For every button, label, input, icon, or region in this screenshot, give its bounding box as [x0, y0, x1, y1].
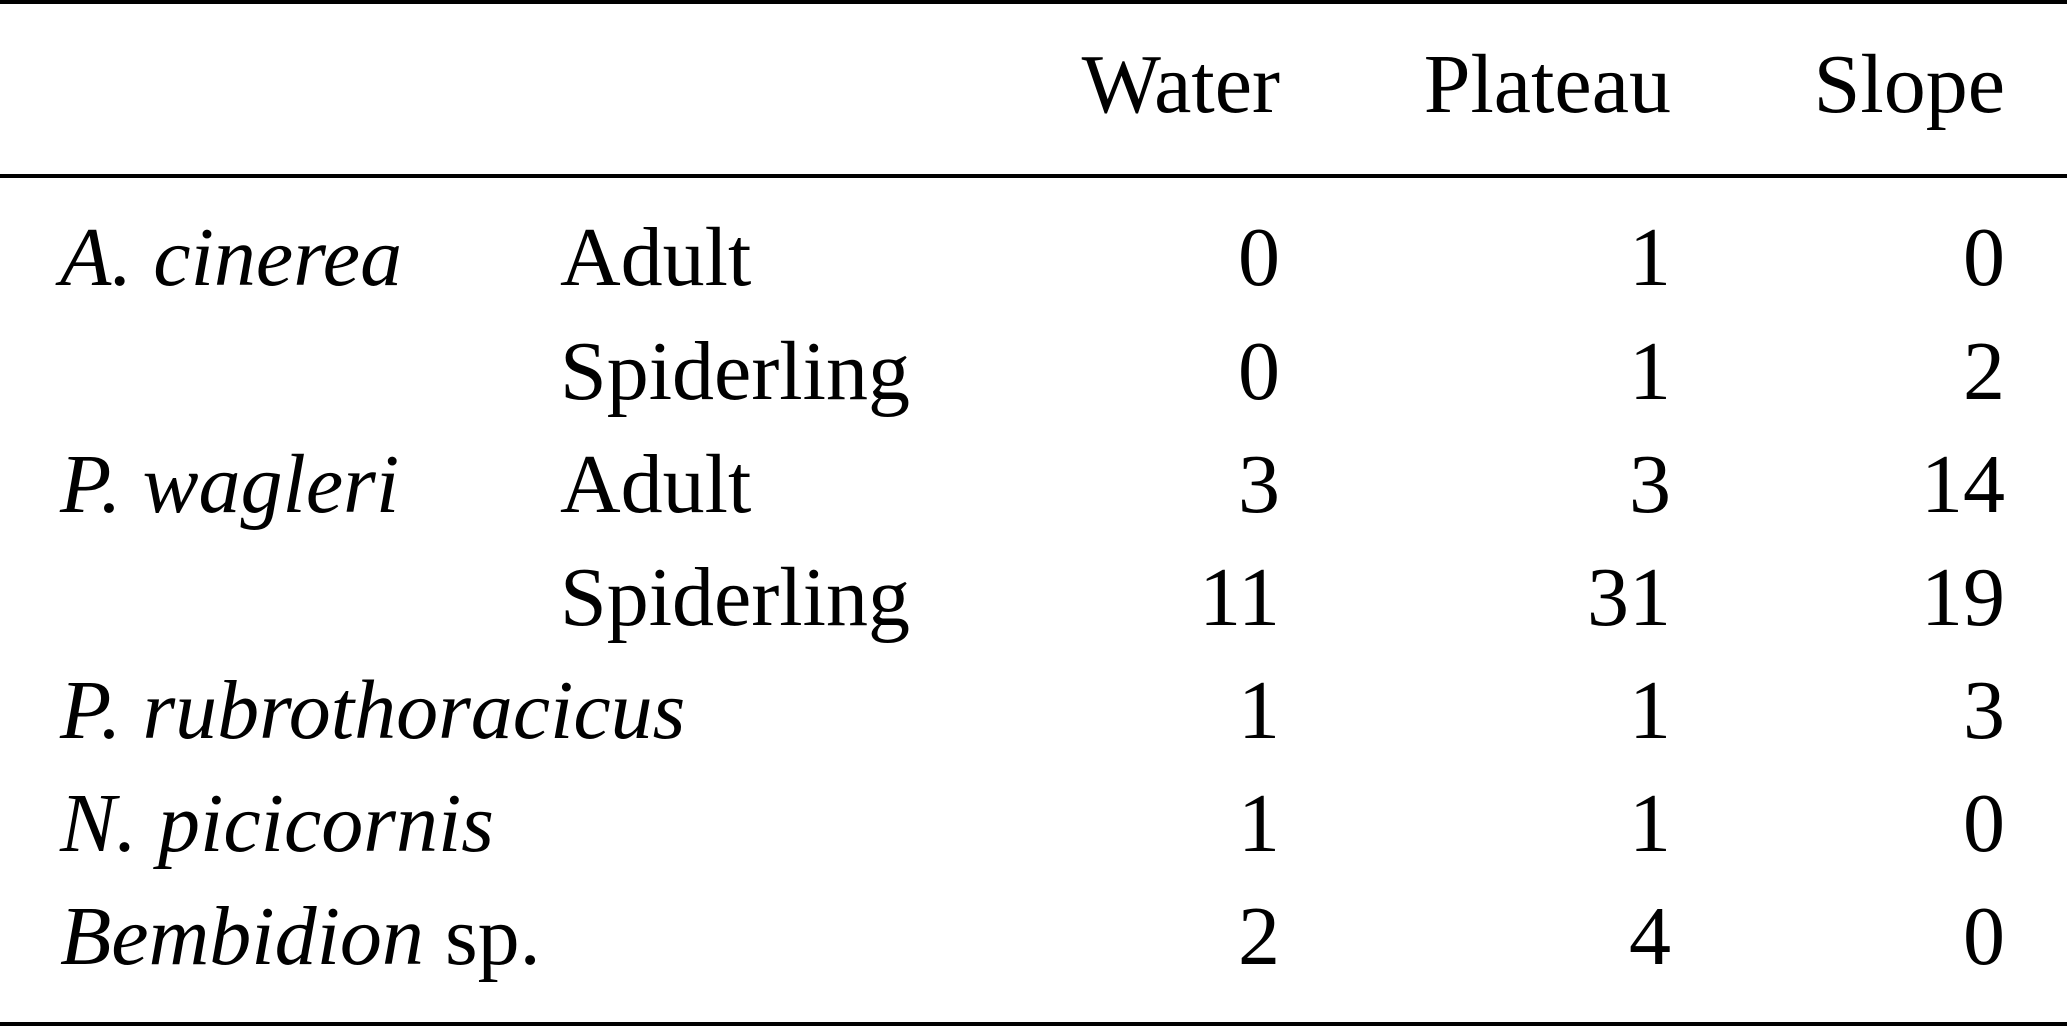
water-value: 2	[1238, 890, 1280, 983]
water-value: 3	[1238, 438, 1280, 531]
plateau-value: 3	[1629, 438, 1671, 531]
species-cell: P. wagleri	[60, 438, 400, 531]
stage-cell: Adult	[560, 211, 752, 304]
genus-name: Bembidion	[60, 890, 424, 983]
slope-value: 0	[1963, 777, 2005, 870]
column-header-plateau: Plateau	[1423, 38, 1671, 131]
water-value: 0	[1238, 325, 1280, 418]
slope-value: 3	[1963, 664, 2005, 757]
stage-cell: Spiderling	[560, 325, 910, 418]
slope-value: 19	[1921, 551, 2005, 644]
plateau-value: 1	[1629, 325, 1671, 418]
water-value: 0	[1238, 211, 1280, 304]
species-suffix: sp.	[423, 890, 541, 983]
plateau-value: 4	[1629, 890, 1671, 983]
table-bottom-rule	[0, 1022, 2067, 1026]
water-value: 11	[1199, 551, 1280, 644]
table-header-rule	[0, 174, 2067, 178]
slope-value: 2	[1963, 325, 2005, 418]
species-cell: N. picicornis	[60, 777, 494, 870]
table-top-rule	[0, 0, 2067, 4]
plateau-value: 1	[1629, 211, 1671, 304]
slope-value: 14	[1921, 438, 2005, 531]
plateau-value: 1	[1629, 777, 1671, 870]
species-cell: A. cinerea	[60, 211, 403, 304]
slope-value: 0	[1963, 890, 2005, 983]
slope-value: 0	[1963, 211, 2005, 304]
column-header-slope: Slope	[1813, 38, 2005, 131]
column-header-water: Water	[1081, 38, 1280, 131]
water-value: 1	[1238, 777, 1280, 870]
stage-cell: Spiderling	[560, 551, 910, 644]
species-cell: Bembidion sp.	[60, 895, 541, 979]
species-cell: P. rubrothoracicus	[60, 664, 686, 757]
plateau-value: 1	[1629, 664, 1671, 757]
water-value: 1	[1238, 664, 1280, 757]
plateau-value: 31	[1587, 551, 1671, 644]
stage-cell: Adult	[560, 438, 752, 531]
